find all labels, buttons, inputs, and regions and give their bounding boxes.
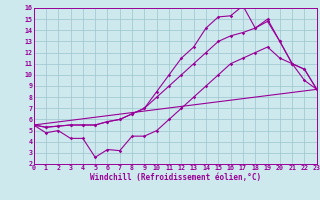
X-axis label: Windchill (Refroidissement éolien,°C): Windchill (Refroidissement éolien,°C): [90, 173, 261, 182]
